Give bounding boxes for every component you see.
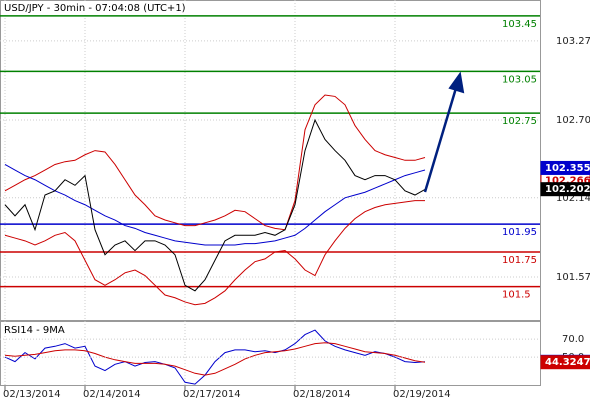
main-pane	[0, 0, 541, 321]
x-tick-label: 02/14/2014	[83, 389, 141, 400]
rsi-line	[4, 342, 426, 376]
y-tick-label: 102.70	[556, 115, 590, 126]
title-bg	[2, 1, 232, 14]
level-label: 103.05	[502, 74, 537, 85]
level-label: 102.75	[502, 116, 537, 127]
y-tick-label: 102.14	[556, 193, 590, 204]
price-badge	[540, 160, 590, 175]
price-badge-label: 102.266	[545, 175, 590, 186]
price-line	[4, 118, 426, 292]
x-tick-label: 02/17/2014	[183, 389, 241, 400]
indicator-title: RSI14 - 9MA	[4, 325, 65, 336]
x-tick-label: 02/18/2014	[293, 389, 351, 400]
price-line	[4, 164, 426, 246]
x-tick-label: 02/19/2014	[393, 389, 451, 400]
level-label: 103.45	[502, 19, 537, 30]
level-label: 101.95	[502, 227, 537, 238]
price-badge-label: 102.202	[545, 184, 590, 195]
price-line	[4, 94, 426, 231]
y-tick-label: 70.0	[562, 334, 584, 345]
level-label: 101.75	[502, 255, 537, 266]
price-badge	[540, 355, 590, 370]
indicator-pane	[0, 321, 541, 386]
forecast-arrowhead	[448, 71, 465, 94]
price-line	[4, 200, 425, 306]
y-tick-label: 101.57	[556, 272, 590, 283]
price-badge-label: 102.355	[545, 163, 590, 174]
y-tick-label: 103.27	[556, 36, 590, 47]
price-badge-label: 44.3247	[545, 357, 590, 368]
level-label: 101.5	[502, 290, 531, 301]
layer: 103.45 103.05 102.75 101.95 101.75 101.5	[0, 0, 540, 391]
price-badge	[540, 182, 590, 197]
chart-title: USD/JPY - 30min - 07:04:08 (UTC+1)	[4, 3, 186, 14]
rsi-line	[4, 329, 426, 385]
forecast-arrow	[423, 87, 458, 193]
x-tick-label: 02/13/2014	[3, 389, 61, 400]
